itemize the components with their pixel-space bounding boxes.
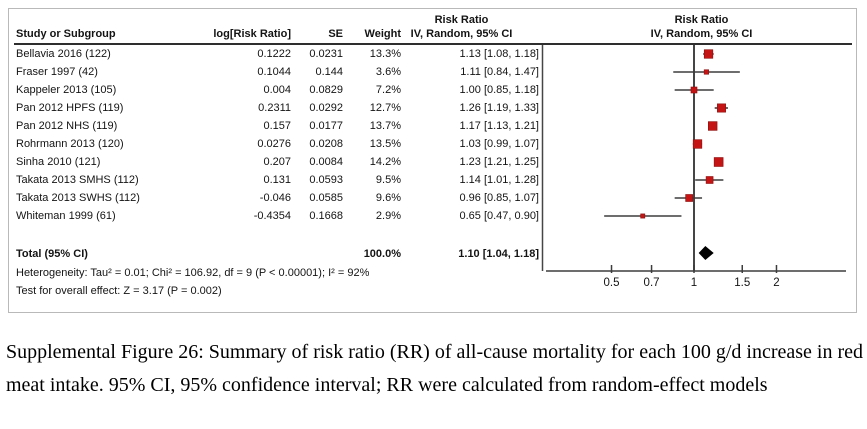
- se-cell: 0.0593: [309, 174, 343, 186]
- total-row: Total (95% CI) 100.0% 1.10 [1.04, 1.18]: [9, 245, 858, 263]
- se-cell: 0.0829: [309, 84, 343, 96]
- header-underline: [14, 43, 852, 45]
- study-cell: Takata 2013 SWHS (112): [16, 192, 140, 204]
- axis-tick-label: 1.5: [734, 277, 750, 289]
- effect-square: [703, 69, 709, 75]
- weight-cell: 9.6%: [375, 192, 401, 204]
- heterogeneity-stats: Heterogeneity: Tau² = 0.01; Chi² = 106.9…: [16, 267, 370, 279]
- weight-cell: 2.9%: [375, 210, 401, 222]
- table-row: Kappeler 2013 (105) 0.004 0.0829 7.2% 1.00 […: [9, 81, 858, 99]
- weight-cell: 14.2%: [369, 156, 401, 168]
- log-rr-cell: 0.1044: [257, 66, 291, 78]
- se-cell: 0.0292: [309, 102, 343, 114]
- log-rr-cell: 0.2311: [258, 102, 291, 114]
- effect-square: [703, 49, 714, 59]
- study-cell: Kappeler 2013 (105): [16, 84, 117, 96]
- effect-square: [705, 176, 714, 184]
- table-row: Whiteman 1999 (61) -0.4354 0.1668 2.9% 0.65 …: [9, 207, 858, 225]
- table-row: Takata 2013 SWHS (112) -0.046 0.0585 9.6% 0.…: [9, 189, 858, 207]
- ci-text-cell: 1.17 [1.13, 1.21]: [459, 120, 539, 132]
- effect-square: [717, 103, 726, 113]
- study-cell: Fraser 1997 (42): [16, 66, 98, 78]
- weight-cell: 13.7%: [369, 120, 401, 132]
- effect-square: [692, 139, 703, 149]
- se-cell: 0.144: [315, 66, 343, 78]
- weight-cell: 9.5%: [375, 174, 401, 186]
- effect-square: [713, 157, 724, 167]
- weight-cell: 12.7%: [369, 102, 401, 114]
- se-cell: 0.0585: [309, 192, 343, 204]
- log-rr-cell: -0.4354: [253, 210, 291, 222]
- log-rr-cell: 0.0276: [257, 138, 291, 150]
- column-group-risk-ratio-plot: Risk Ratio: [674, 14, 729, 26]
- weight-cell: 3.6%: [375, 66, 401, 78]
- table-row: Fraser 1997 (42) 0.1044 0.144 3.6% 1.11 [0.8…: [9, 63, 858, 81]
- axis-tick-label: 1: [691, 277, 697, 289]
- weight-cell: 7.2%: [375, 84, 401, 96]
- ci-text-cell: 1.13 [1.08, 1.18]: [459, 48, 539, 60]
- se-cell: 0.1668: [309, 210, 343, 222]
- column-header-ci-text: IV, Random, 95% CI: [410, 28, 513, 40]
- total-diamond: [698, 246, 714, 260]
- forest-plot-graphic: 0.5 0.7 1 1.5 2: [541, 45, 846, 289]
- table-row: Rohrmann 2013 (120) 0.0276 0.0208 13.5% 1.03…: [9, 135, 858, 153]
- ci-text-cell: 1.11 [0.84, 1.47]: [460, 66, 539, 78]
- log-rr-cell: -0.046: [259, 192, 291, 204]
- effect-square: [640, 213, 646, 219]
- ci-text-cell: 1.00 [0.85, 1.18]: [459, 84, 539, 96]
- column-header-weight: Weight: [364, 28, 401, 40]
- ci-text-cell: 1.14 [1.01, 1.28]: [459, 174, 539, 186]
- log-rr-cell: 0.1222: [257, 48, 291, 60]
- total-ci-text: 1.10 [1.04, 1.18]: [458, 248, 539, 260]
- forest-plot-panel: Risk Ratio Risk Ratio Study or Subgroup …: [8, 8, 857, 313]
- study-cell: Rohrmann 2013 (120): [16, 138, 124, 150]
- table-row: Pan 2012 NHS (119) 0.157 0.0177 13.7% 1.17 […: [9, 117, 858, 135]
- ci-text-cell: 0.65 [0.47, 0.90]: [459, 210, 539, 222]
- se-cell: 0.0208: [309, 138, 343, 150]
- axis-tick-label: 0.5: [604, 277, 620, 289]
- study-cell: Whiteman 1999 (61): [16, 210, 116, 222]
- total-weight: 100.0%: [363, 248, 401, 260]
- total-label: Total (95% CI): [16, 248, 88, 260]
- table-row: Sinha 2010 (121) 0.207 0.0084 14.2% 1.23 [1.…: [9, 153, 858, 171]
- weight-cell: 13.3%: [369, 48, 401, 60]
- ci-text-cell: 0.96 [0.85, 1.07]: [459, 192, 539, 204]
- log-rr-cell: 0.131: [263, 174, 291, 186]
- se-cell: 0.0231: [309, 48, 343, 60]
- se-cell: 0.0084: [309, 156, 343, 168]
- study-cell: Pan 2012 NHS (119): [16, 120, 118, 132]
- column-header-log-risk-ratio: log[Risk Ratio]: [213, 28, 291, 40]
- log-rr-cell: 0.207: [263, 156, 291, 168]
- log-rr-cell: 0.004: [263, 84, 291, 96]
- study-cell: Takata 2013 SMHS (112): [16, 174, 139, 186]
- axis-tick-label: 2: [773, 277, 779, 289]
- weight-cell: 13.5%: [369, 138, 401, 150]
- ci-text-cell: 1.03 [0.99, 1.07]: [459, 138, 539, 150]
- effect-square: [685, 194, 693, 202]
- se-cell: 0.0177: [309, 120, 343, 132]
- table-row: Takata 2013 SMHS (112) 0.131 0.0593 9.5% 1.1…: [9, 171, 858, 189]
- table-row: Pan 2012 HPFS (119) 0.2311 0.0292 12.7% 1.26…: [9, 99, 858, 117]
- log-rr-cell: 0.157: [263, 120, 291, 132]
- ci-text-cell: 1.23 [1.21, 1.25]: [459, 156, 539, 168]
- column-header-study: Study or Subgroup: [16, 28, 116, 40]
- column-header-ci-plot: IV, Random, 95% CI: [650, 28, 753, 40]
- study-cell: Bellavia 2016 (122): [16, 48, 111, 60]
- ci-text-cell: 1.26 [1.19, 1.33]: [459, 102, 539, 114]
- effect-square: [690, 86, 698, 94]
- axis-tick-label: 0.7: [644, 277, 660, 289]
- table-row: Bellavia 2016 (122) 0.1222 0.0231 13.3% 1.13…: [9, 45, 858, 63]
- overall-effect-test: Test for overall effect: Z = 3.17 (P = 0…: [16, 285, 222, 297]
- effect-square: [708, 121, 718, 131]
- study-cell: Pan 2012 HPFS (119): [16, 102, 124, 114]
- column-group-risk-ratio-text: Risk Ratio: [434, 14, 489, 26]
- study-cell: Sinha 2010 (121): [16, 156, 101, 168]
- figure-caption: Supplemental Figure 26: Summary of risk …: [6, 341, 863, 396]
- column-header-se: SE: [328, 28, 343, 40]
